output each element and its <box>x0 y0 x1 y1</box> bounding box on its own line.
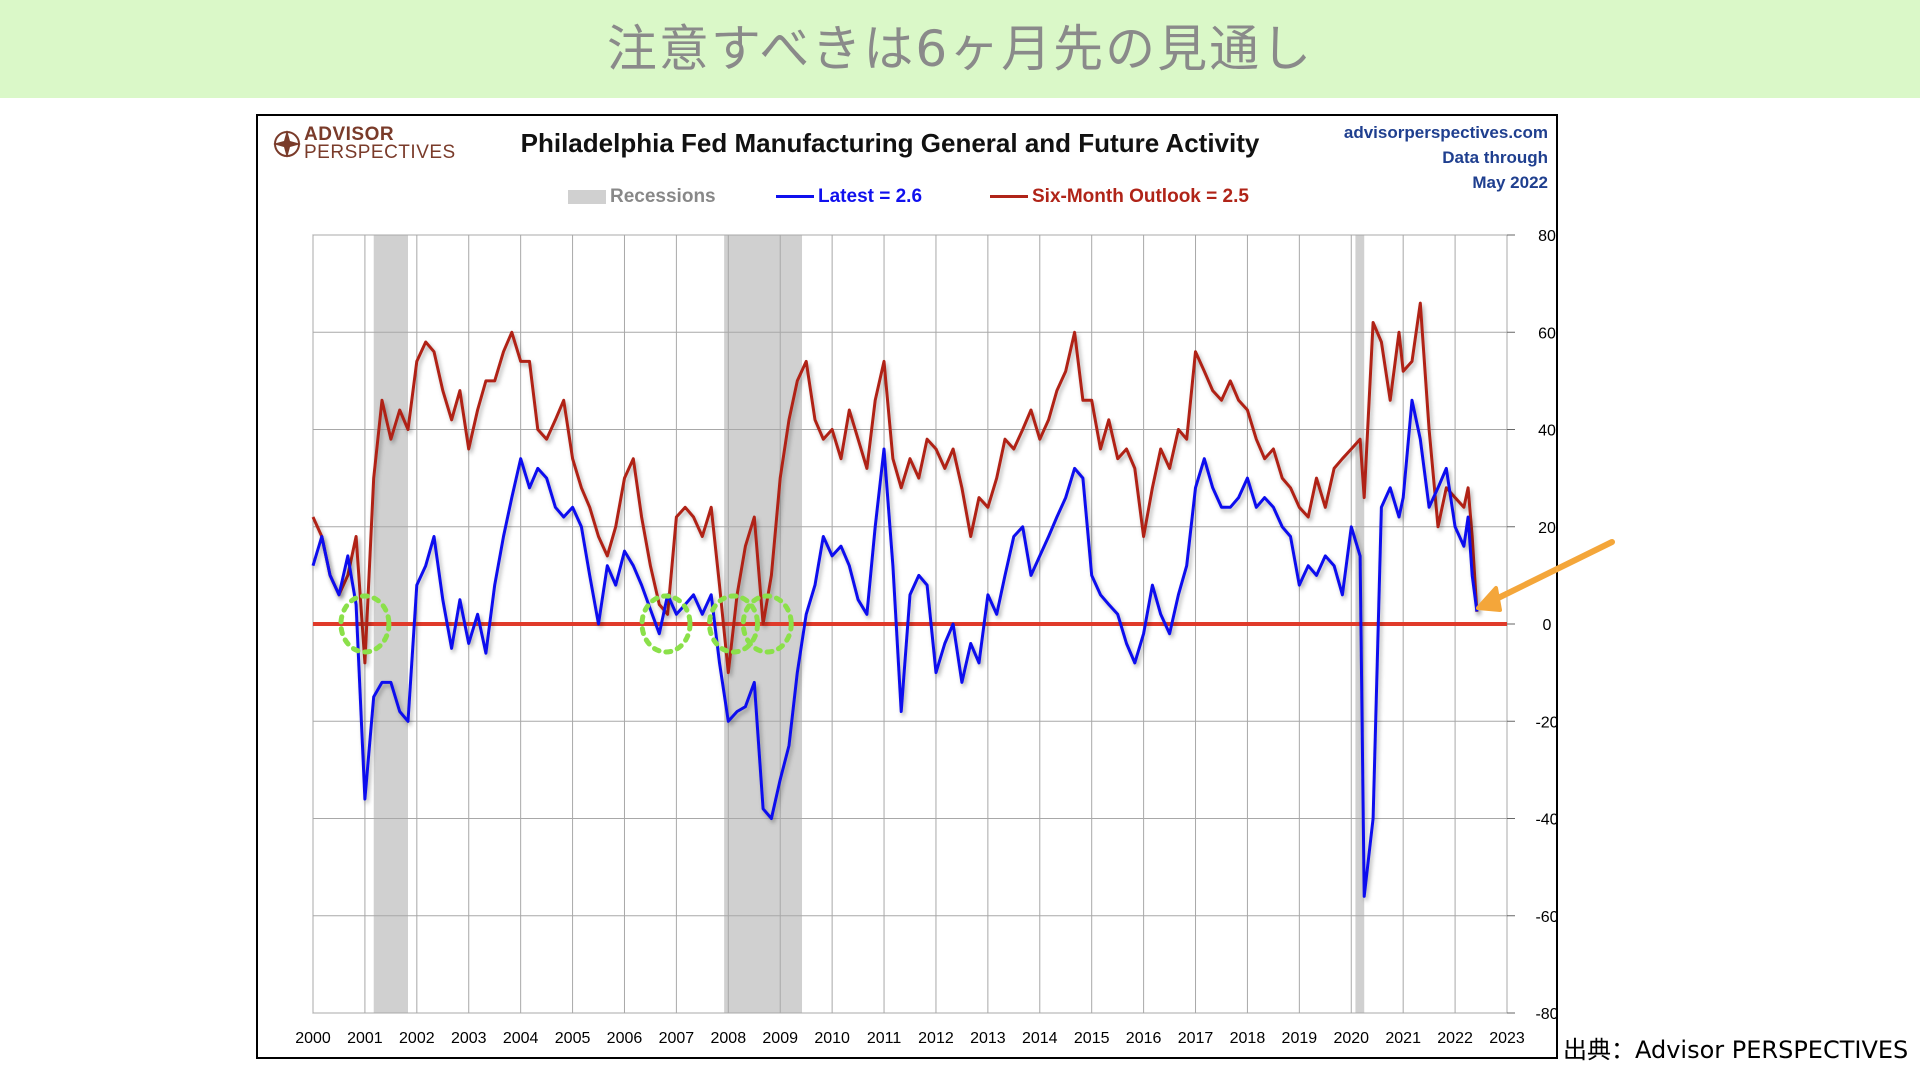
x-tick-label: 2020 <box>1333 1030 1369 1047</box>
title-banner <box>0 0 1920 98</box>
y-tick-label: 20 <box>1538 520 1556 537</box>
arrow-head <box>1476 586 1502 612</box>
x-tick-label: 2006 <box>607 1030 643 1047</box>
latest-series-line <box>311 398 1479 898</box>
y-tick-label: 40 <box>1538 423 1556 440</box>
slide-title: 注意すべきは6ヶ月先の見通し <box>606 20 1314 78</box>
x-tick-label: 2011 <box>867 1030 902 1047</box>
legend-latest-swatch <box>776 195 814 199</box>
legend-recession-swatch <box>568 189 606 204</box>
y-tick-label: -40 <box>1535 812 1558 829</box>
x-tick-label: 2021 <box>1385 1030 1421 1047</box>
highlight-circle <box>706 593 760 655</box>
y-tick-label: 80 <box>1538 228 1556 245</box>
x-tick-label: 2008 <box>711 1030 747 1047</box>
highlight-circle <box>740 593 794 655</box>
legend-outlook: Six-Month Outlook = 2.5 <box>990 186 1249 208</box>
highlight-circle <box>338 593 392 655</box>
data-through-label: Data through <box>1442 148 1548 167</box>
outlook-series-line <box>311 301 1479 675</box>
legend-outlook-label: Six-Month Outlook = 2.5 <box>1032 186 1249 207</box>
x-tick-label: 2004 <box>503 1030 539 1047</box>
compass-rose-icon <box>273 130 301 158</box>
data-through-date: May 2022 <box>1472 173 1548 192</box>
x-tick-label: 2012 <box>918 1030 954 1047</box>
x-tick-label: 2002 <box>399 1030 435 1047</box>
x-tick-label: 2007 <box>659 1030 695 1047</box>
x-tick-label: 2003 <box>451 1030 487 1047</box>
x-tick-label: 2000 <box>295 1030 331 1047</box>
y-tick-label: -20 <box>1535 714 1558 731</box>
y-tick-label: -60 <box>1535 909 1558 926</box>
x-tick-label: 2013 <box>970 1030 1006 1047</box>
site-info: advisorperspectives.com Data through May… <box>1344 120 1548 195</box>
chart-title: Philadelphia Fed Manufacturing General a… <box>520 128 1260 158</box>
legend-recessions-label: Recessions <box>610 186 716 207</box>
x-tick-label: 2017 <box>1178 1030 1214 1047</box>
y-tick-label: -80 <box>1535 1006 1558 1023</box>
x-tick-label: 2019 <box>1282 1030 1318 1047</box>
x-tick-label: 2016 <box>1126 1030 1162 1047</box>
y-tick-label: 60 <box>1538 325 1556 342</box>
arrow-annotation <box>1476 539 1615 612</box>
site-url: advisorperspectives.com <box>1343 123 1548 142</box>
x-tick-label: 2018 <box>1230 1030 1266 1047</box>
source-credit: 出典：Advisor PERSPECTIVES <box>1563 1036 1909 1064</box>
highlight-circle <box>639 593 693 655</box>
x-tick-label: 2023 <box>1489 1030 1525 1047</box>
x-tick-label: 2010 <box>814 1030 850 1047</box>
x-tick-label: 2005 <box>555 1030 591 1047</box>
legend-latest-label: Latest = 2.6 <box>818 186 923 207</box>
x-tick-label: 2015 <box>1074 1030 1110 1047</box>
orange-arrow-icon <box>1487 539 1615 605</box>
advisor-perspectives-logo <box>273 130 301 158</box>
x-tick-label: 2022 <box>1437 1030 1473 1047</box>
legend-latest: Latest = 2.6 <box>776 186 922 208</box>
x-tick-label: 2001 <box>347 1030 383 1047</box>
logo-text-advisor: ADVISOR <box>304 124 395 145</box>
legend-recessions: Recessions <box>568 186 716 208</box>
legend-outlook-swatch <box>990 195 1028 199</box>
x-tick-label: 2014 <box>1022 1030 1058 1047</box>
logo-text-perspectives: PERSPECTIVES <box>304 142 456 163</box>
x-tick-label: 2009 <box>762 1030 798 1047</box>
y-tick-label: 0 <box>1543 617 1552 634</box>
